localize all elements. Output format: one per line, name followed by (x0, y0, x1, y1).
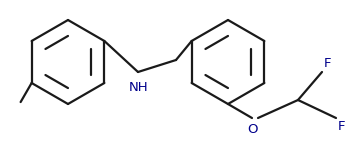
Text: O: O (247, 123, 257, 136)
Text: F: F (338, 120, 346, 133)
Text: F: F (324, 57, 331, 70)
Text: NH: NH (129, 81, 149, 94)
